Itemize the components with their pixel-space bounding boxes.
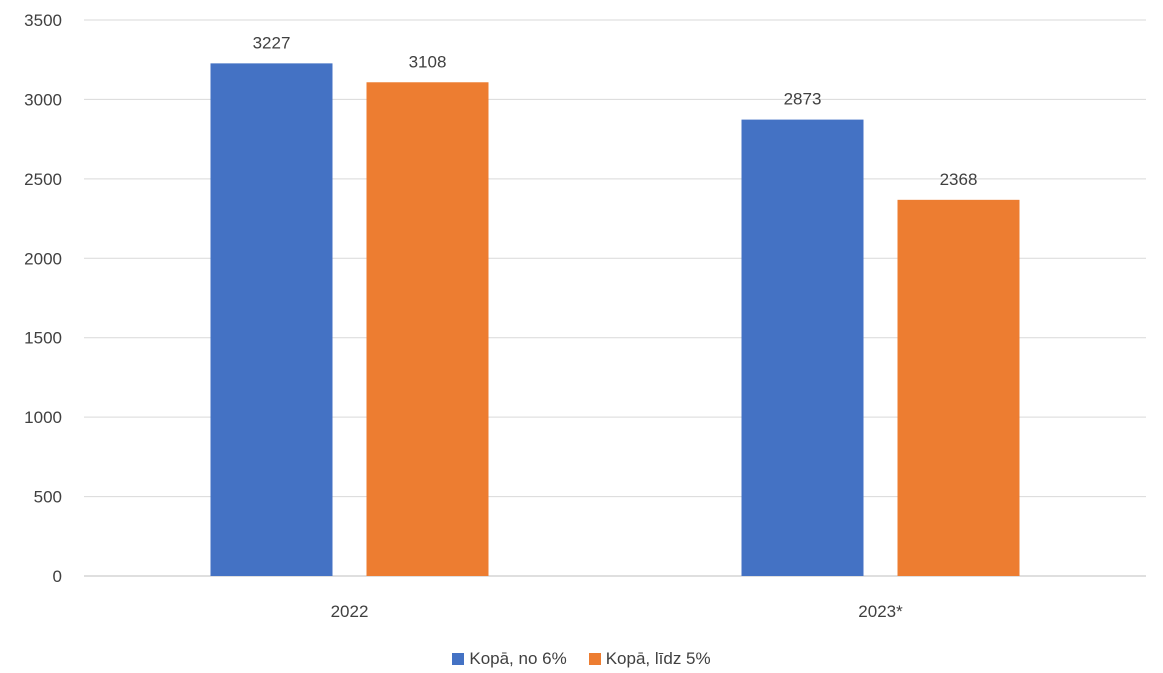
y-tick-label-1000: 1000 bbox=[24, 408, 62, 427]
data-label-2023*-series-1: 2873 bbox=[784, 90, 822, 109]
data-label-2022-series-1: 3227 bbox=[253, 33, 291, 52]
data-label-2022-series-2: 3108 bbox=[409, 52, 447, 71]
data-labels: 3227 3108 2873 2368 bbox=[253, 33, 978, 188]
y-tick-label-3000: 3000 bbox=[24, 90, 62, 109]
bars bbox=[210, 63, 1020, 577]
x-axis-ticks: 2022 2023* bbox=[331, 602, 904, 621]
y-tick-label-3500: 3500 bbox=[24, 11, 62, 30]
x-tick-label-1: 2023* bbox=[858, 602, 903, 621]
legend-label-series-1: Kopā, no 6% bbox=[469, 649, 567, 668]
y-tick-label-2000: 2000 bbox=[24, 249, 62, 268]
legend-item-series-1: Kopā, no 6% bbox=[452, 649, 567, 669]
bar-2023*-series-2 bbox=[897, 199, 1020, 576]
legend-swatch-series-2 bbox=[588, 653, 601, 665]
legend-swatch-series-1 bbox=[452, 653, 465, 665]
y-axis-ticks: 0 500 1000 1500 2000 2500 3000 3500 bbox=[24, 11, 62, 586]
bar-2022-series-1 bbox=[210, 63, 333, 577]
x-tick-label-0: 2022 bbox=[331, 602, 369, 621]
y-tick-label-1500: 1500 bbox=[24, 329, 62, 348]
bar-2022-series-2 bbox=[366, 82, 489, 576]
y-tick-label-500: 500 bbox=[34, 488, 62, 507]
y-tick-label-2500: 2500 bbox=[24, 170, 62, 189]
bar-2023*-series-1 bbox=[741, 119, 864, 577]
legend-label-series-2: Kopā, līdz 5% bbox=[605, 649, 711, 668]
y-tick-label-0: 0 bbox=[53, 567, 62, 586]
legend: Kopā, no 6% Kopā, līdz 5% bbox=[0, 649, 1163, 669]
legend-item-series-2: Kopā, līdz 5% bbox=[588, 649, 711, 669]
data-label-2023*-series-2: 2368 bbox=[940, 170, 978, 189]
bar-chart: 0 500 1000 1500 2000 2500 3000 3500 3227 3108 287… bbox=[24, 11, 1146, 621]
